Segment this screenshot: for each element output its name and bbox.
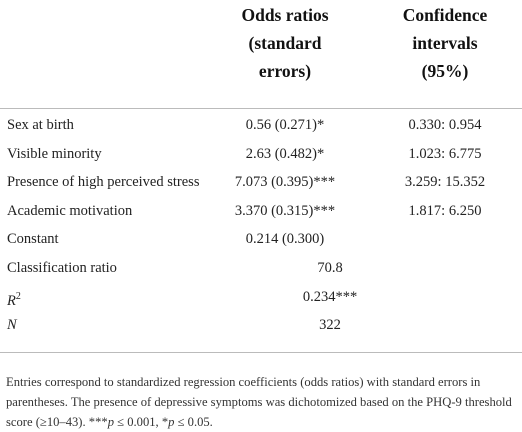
row-label: Presence of high perceived stress xyxy=(7,174,200,191)
odds-ratio-cell: 0.56 (0.271)* xyxy=(245,117,325,133)
column-header: (standard xyxy=(248,33,322,53)
column-header: errors) xyxy=(258,61,312,81)
row-label-text: Classification ratio xyxy=(7,260,117,276)
row-label: Classification ratio xyxy=(7,259,117,277)
footnote-text: Entries correspond to standardized regre… xyxy=(6,375,512,429)
header-rule xyxy=(0,108,522,109)
column-header: Odds ratios xyxy=(241,5,329,25)
row-label-superscript: 2 xyxy=(15,290,21,302)
column-header: (95%) xyxy=(421,61,469,81)
footnote-text: ≤ 0.05. xyxy=(174,415,213,429)
confidence-interval-cell: 1.817: 6.250 xyxy=(408,202,482,219)
odds-ratio-cell: 7.073 (0.395)*** xyxy=(234,174,336,191)
table-bottom-rule xyxy=(0,352,522,353)
confidence-interval-cell: 3.259: 15.352 xyxy=(404,174,486,191)
confidence-interval-cell: 1.023: 6.775 xyxy=(408,145,482,162)
summary-value: 0.234*** xyxy=(302,288,358,305)
row-label: Academic motivation xyxy=(7,202,133,219)
summary-value: 70.8 xyxy=(317,260,343,276)
footnote-text: ≤ 0.001, * xyxy=(114,415,169,429)
row-label: Constant xyxy=(7,231,59,248)
column-header: intervals xyxy=(412,33,478,53)
table-footnote: Entries correspond to standardized regre… xyxy=(6,372,518,432)
row-label-text: R xyxy=(7,292,16,309)
confidence-interval-cell: 0.330: 0.954 xyxy=(408,117,482,133)
row-label: N xyxy=(7,316,17,334)
odds-ratio-cell: 0.214 (0.300) xyxy=(245,231,325,248)
row-label: Sex at birth xyxy=(7,117,74,133)
summary-value: 322 xyxy=(319,317,341,334)
row-label: R2 xyxy=(7,288,21,310)
row-label: Visible minority xyxy=(7,145,102,162)
column-header: Confidence xyxy=(402,5,488,25)
row-label-text: N xyxy=(7,317,17,334)
table-page: Entries correspond to standardized regre… xyxy=(0,5,522,429)
odds-ratio-cell: 2.63 (0.482)* xyxy=(245,145,325,162)
odds-ratio-cell: 3.370 (0.315)*** xyxy=(234,202,336,219)
